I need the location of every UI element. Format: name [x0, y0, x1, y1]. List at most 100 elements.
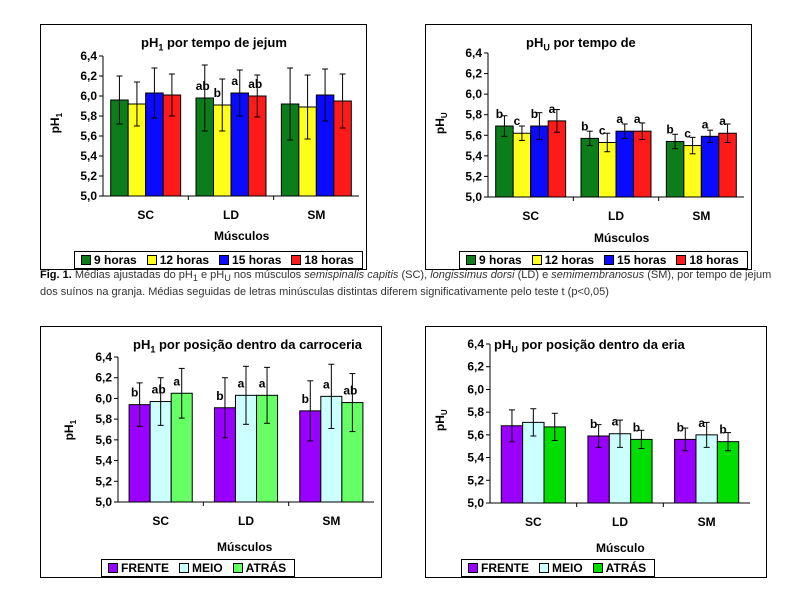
bar	[665, 140, 685, 198]
x-tick-label: LD	[223, 208, 239, 222]
significance-letter: b	[590, 417, 597, 431]
significance-letter: a	[259, 376, 266, 390]
legend-item: 9 horas	[77, 253, 137, 267]
y-tick-label: 5,6	[80, 129, 97, 143]
legend-label: 18 horas	[689, 253, 739, 267]
legend-label: 18 horas	[304, 253, 354, 267]
legend-label: 9 horas	[94, 253, 137, 267]
bar	[615, 130, 634, 198]
y-tick-label: 6,2	[95, 371, 112, 385]
significance-letter: b	[666, 122, 673, 136]
legend-swatch	[81, 255, 91, 265]
legend-item: 9 horas	[462, 253, 522, 267]
legend-swatch	[468, 563, 478, 573]
chart-panel-phu-posicao: pHU por posição dentro da eria pHU 5,0 5,…	[425, 326, 767, 578]
y-tick-label: 5,4	[465, 149, 482, 163]
y-tick-label: 5,8	[465, 108, 482, 122]
legend-swatch	[179, 563, 189, 573]
legend-item: MEIO	[535, 561, 583, 575]
legend-item: FRENTE	[104, 561, 169, 575]
y-tick-label: 6,0	[467, 382, 484, 396]
y-tick-label: 5,8	[467, 405, 484, 419]
chart-title: pHU por tempo de	[526, 35, 636, 53]
significance-letter: a	[323, 377, 330, 391]
y-tick-label: 6,4	[95, 350, 112, 364]
significance-letter: ab	[152, 383, 166, 397]
significance-letter: b	[302, 392, 309, 406]
y-tick-label: 6,4	[465, 46, 482, 60]
bar	[512, 132, 532, 198]
chart-panel-ph1-jejum: pH1 por tempo de jejum pH1 5,0 5,2 5,4 5,6 5…	[40, 24, 367, 270]
significance-letter: a	[698, 416, 705, 430]
significance-letter: b	[719, 423, 726, 437]
significance-letter: ab	[343, 384, 357, 398]
y-tick-label: 5,6	[95, 433, 112, 447]
y-tick-label: 6,4	[467, 337, 484, 351]
significance-letter: a	[231, 74, 238, 88]
x-axis-label: Músculos	[217, 540, 273, 554]
legend-item: ATRÁS	[229, 561, 286, 575]
significance-letter: a	[238, 376, 245, 390]
y-tick-label: 6,0	[80, 89, 97, 103]
y-tick-label: 5,6	[465, 128, 482, 142]
legend-item: MEIO	[175, 561, 223, 575]
x-tick-label: SC	[525, 515, 542, 529]
x-axis-label: Músculos	[214, 229, 270, 243]
legend-item: 12 horas	[528, 253, 594, 267]
figure-caption: Fig. 1. Médias ajustadas do pH1 e pHU no…	[40, 269, 772, 299]
significance-letter: c	[599, 123, 606, 137]
legend: FRENTE MEIO ATRÁS	[461, 559, 656, 577]
x-tick-label: SM	[692, 209, 710, 223]
legend-label: 15 horas	[232, 253, 282, 267]
y-tick-label: 6,2	[465, 67, 482, 81]
y-tick-label: 5,0	[80, 189, 97, 203]
legend: 9 horas 12 horas 15 horas 18 horas	[459, 251, 748, 269]
legend-swatch	[531, 255, 542, 265]
legend-swatch	[219, 255, 230, 265]
chart-title: pH1 por posição dentro da carroceria	[133, 337, 362, 355]
y-tick-label: 5,2	[467, 473, 484, 487]
y-tick-label: 5,6	[467, 428, 484, 442]
y-tick-label: 5,2	[465, 169, 482, 183]
y-tick-label: 5,2	[80, 169, 97, 183]
legend: FRENTE MEIO ATRÁS	[101, 559, 296, 577]
legend-swatch	[592, 563, 603, 573]
x-tick-label: SM	[322, 514, 340, 528]
y-tick-label: 5,8	[80, 109, 97, 123]
legend-label: FRENTE	[481, 561, 529, 575]
x-tick-label: LD	[608, 209, 624, 223]
x-tick-label: SC	[522, 209, 539, 223]
y-tick-label: 5,0	[465, 190, 482, 204]
chart-title: pHU por posição dentro da eria	[494, 337, 685, 355]
legend-label: 9 horas	[479, 253, 522, 267]
legend-swatch	[539, 563, 549, 573]
significance-letter: a	[719, 114, 726, 128]
chart-panel-phu-jejum: pHU por tempo de pHU 5,0 5,2 5,4 5,6 5,8 6,0 6…	[425, 24, 752, 270]
x-tick-label: LD	[612, 515, 628, 529]
x-tick-label: SC	[152, 514, 169, 528]
significance-letter: b	[214, 86, 221, 100]
legend-swatch	[108, 563, 118, 573]
legend-swatch	[291, 255, 302, 265]
bar	[632, 130, 652, 198]
y-tick-label: 6,2	[467, 360, 484, 374]
legend-label: 15 horas	[617, 253, 667, 267]
y-tick-label: 5,2	[95, 474, 112, 488]
significance-letter: a	[634, 112, 641, 126]
x-axis-label: Músculo	[596, 541, 645, 555]
bar	[580, 137, 600, 198]
significance-letter: a	[612, 415, 619, 429]
significance-letter: c	[514, 114, 521, 128]
significance-letter: a	[616, 112, 623, 126]
chart-title: pH1 por tempo de jejum	[141, 35, 287, 53]
significance-letter: a	[702, 117, 709, 131]
y-tick-label: 5,0	[95, 495, 112, 509]
legend-item: 15 horas	[215, 253, 281, 267]
significance-letter: a	[549, 102, 556, 116]
y-tick-label: 6,0	[465, 87, 482, 101]
significance-letter: b	[531, 107, 538, 121]
x-tick-label: SM	[698, 515, 716, 529]
significance-letter: b	[581, 119, 588, 133]
